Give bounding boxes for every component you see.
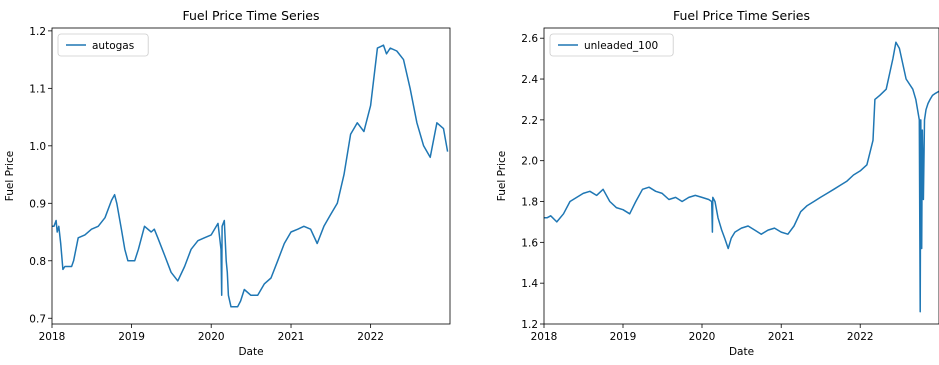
y-tick-label: 1.8 (521, 197, 538, 209)
legend-box (549, 33, 674, 57)
x-tick-label: 2019 (610, 331, 637, 343)
y-tick-label: 2.2 (521, 115, 538, 127)
series-line-autogas (52, 44, 449, 308)
legend-label: unleaded_100 (584, 40, 658, 52)
legend-box (57, 33, 149, 57)
chart-title: Fuel Price Time Series (673, 8, 810, 23)
y-tick-label: 2.4 (521, 74, 538, 86)
x-tick-label: 2020 (198, 331, 225, 343)
y-tick-label: 2.6 (521, 33, 538, 45)
y-tick-label: 1.0 (29, 141, 46, 153)
plot-frame (543, 27, 939, 325)
y-tick-label: 0.8 (29, 256, 46, 268)
x-tick-label: 2021 (768, 331, 795, 343)
legend-label: autogas (92, 40, 134, 52)
x-tick-label: 2022 (847, 331, 874, 343)
x-tick-label: 2019 (118, 331, 145, 343)
x-axis-label: Date (729, 346, 754, 358)
y-tick-label: 1.2 (29, 26, 46, 38)
x-tick-label: 2021 (278, 331, 305, 343)
y-tick-label: 2.0 (521, 156, 538, 168)
y-tick-label: 1.2 (521, 319, 538, 331)
chart-1: Fuel Price Time Series 0.7 0.8 0.9 1.0 1.1 1.2… (4, 8, 451, 358)
x-tick-label: 2020 (689, 331, 716, 343)
plot-frame (51, 27, 451, 325)
x-tick-label: 2022 (357, 331, 384, 343)
x-tick-label: 2018 (531, 331, 558, 343)
x-tick-label: 2018 (39, 331, 66, 343)
y-axis-label: Fuel Price (4, 151, 16, 201)
y-tick-label: 1.6 (521, 237, 538, 249)
y-axis-label: Fuel Price (496, 151, 508, 201)
y-tick-label: 1.4 (521, 278, 538, 290)
y-tick-label: 0.7 (29, 313, 46, 325)
series-line-unleaded_100 (544, 41, 939, 313)
x-axis-label: Date (238, 346, 263, 358)
chart-title: Fuel Price Time Series (182, 8, 319, 23)
y-tick-label: 1.1 (29, 83, 46, 95)
y-tick-label: 0.9 (29, 198, 46, 210)
chart-2: Fuel Price Time Series 1.2 1.4 1.6 1.8 2.0 2.2… (496, 8, 939, 358)
